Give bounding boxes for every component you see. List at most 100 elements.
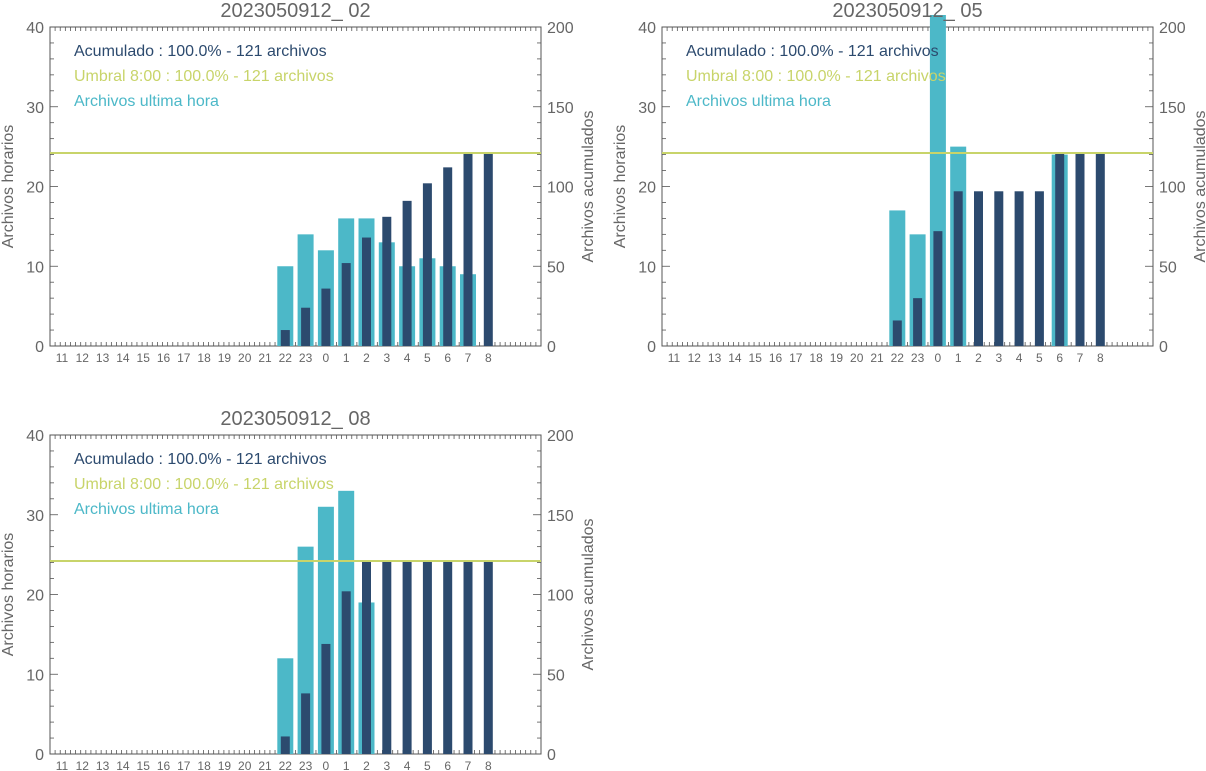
- chart-title: 2023050912_ 08: [220, 408, 370, 430]
- y-tick-label: 40: [638, 20, 656, 37]
- y-axis-label: Archivos horarios: [0, 125, 17, 249]
- x-tick-label: 7: [1077, 351, 1084, 365]
- x-tick-label: 19: [830, 351, 844, 365]
- cumulative-bar: [892, 320, 902, 346]
- y-tick-label: 20: [638, 180, 656, 197]
- x-tick-label: 3: [383, 759, 390, 771]
- y2-tick-label: 100: [547, 180, 574, 197]
- x-tick-label: 13: [708, 351, 722, 365]
- y-tick-label: 40: [26, 428, 44, 445]
- x-tick-label: 15: [749, 351, 763, 365]
- x-tick-label: 4: [1016, 351, 1023, 365]
- x-tick-label: 5: [1036, 351, 1043, 365]
- y-tick-label: 10: [26, 259, 44, 276]
- cumulative-bar: [402, 561, 412, 754]
- y2-tick-label: 100: [1159, 180, 1186, 197]
- y-tick-label: 40: [26, 20, 44, 37]
- cumulative-bar: [341, 591, 351, 754]
- y2-tick-label: 50: [547, 259, 565, 276]
- y-tick-label: 0: [35, 339, 44, 356]
- x-tick-label: 6: [1056, 351, 1063, 365]
- x-tick-label: 7: [465, 351, 472, 365]
- cumulative-bar: [463, 561, 473, 754]
- y2-tick-label: 50: [547, 667, 565, 684]
- x-tick-label: 7: [465, 759, 472, 771]
- y-tick-label: 20: [26, 180, 44, 197]
- x-tick-label: 22: [891, 351, 905, 365]
- cumulative-bar: [1014, 191, 1024, 346]
- cumulative-bar: [422, 183, 432, 346]
- y-axis-label: Archivos horarios: [612, 125, 629, 249]
- y-tick-label: 0: [35, 747, 44, 764]
- x-tick-label: 2: [363, 351, 370, 365]
- x-tick-label: 13: [96, 759, 110, 771]
- x-tick-label: 0: [935, 351, 942, 365]
- cumulative-bar: [1055, 153, 1065, 346]
- x-tick-label: 12: [76, 351, 90, 365]
- y2-tick-label: 150: [547, 100, 574, 117]
- x-tick-label: 17: [177, 351, 191, 365]
- x-tick-label: 13: [96, 351, 110, 365]
- cumulative-bar: [443, 167, 453, 346]
- x-tick-label: 19: [218, 351, 232, 365]
- y-tick-label: 30: [26, 100, 44, 117]
- x-tick-label: 6: [444, 351, 451, 365]
- cumulative-bar: [301, 693, 311, 754]
- legend-entry: Acumulado : 100.0% - 121 archivos: [74, 43, 327, 60]
- y2-tick-label: 0: [547, 339, 556, 356]
- y-tick-label: 20: [26, 588, 44, 605]
- chart-title: 2023050912_ 02: [220, 0, 370, 22]
- x-tick-label: 20: [238, 351, 252, 365]
- x-tick-label: 1: [955, 351, 962, 365]
- cumulative-bar: [321, 643, 331, 754]
- x-tick-label: 2: [975, 351, 982, 365]
- x-tick-label: 22: [279, 759, 293, 771]
- x-tick-label: 11: [56, 351, 69, 365]
- y2-axis-label: Archivos acumulados: [580, 110, 597, 262]
- x-tick-label: 6: [444, 759, 451, 771]
- y2-tick-label: 200: [1159, 20, 1186, 37]
- x-tick-label: 4: [404, 759, 411, 771]
- x-tick-label: 17: [177, 759, 191, 771]
- cumulative-bar: [362, 237, 371, 346]
- x-tick-label: 14: [116, 759, 130, 771]
- x-tick-label: 1: [343, 351, 350, 365]
- legend-entry: Umbral 8:00 : 100.0% - 121 archivos: [74, 476, 334, 493]
- hourly-bar: [277, 266, 294, 346]
- x-tick-label: 3: [995, 351, 1002, 365]
- x-tick-label: 15: [137, 351, 151, 365]
- y2-tick-label: 200: [547, 20, 574, 37]
- cumulative-bar: [301, 307, 311, 346]
- x-tick-label: 4: [404, 351, 411, 365]
- legend-entry: Archivos ultima hora: [686, 93, 831, 110]
- y2-tick-label: 0: [1159, 339, 1168, 356]
- y-tick-label: 30: [26, 508, 44, 525]
- y2-axis-label: Archivos acumulados: [580, 518, 597, 670]
- x-tick-label: 22: [279, 351, 293, 365]
- cumulative-bar: [422, 561, 432, 754]
- x-tick-label: 20: [238, 759, 252, 771]
- x-tick-label: 15: [137, 759, 151, 771]
- cumulative-bar: [280, 330, 290, 346]
- cumulative-bar: [321, 288, 331, 346]
- y2-tick-label: 150: [1159, 100, 1186, 117]
- y-tick-label: 10: [638, 259, 656, 276]
- hourly-bar: [277, 658, 294, 754]
- cumulative-bar: [913, 298, 923, 346]
- cumulative-bar: [483, 561, 493, 754]
- x-tick-label: 21: [870, 351, 884, 365]
- x-tick-label: 18: [197, 759, 211, 771]
- y2-tick-label: 200: [547, 428, 574, 445]
- x-tick-label: 16: [157, 351, 171, 365]
- cumulative-bar: [483, 153, 493, 346]
- x-tick-label: 23: [299, 759, 313, 771]
- x-tick-label: 12: [688, 351, 702, 365]
- x-tick-label: 14: [728, 351, 742, 365]
- cumulative-bar: [933, 231, 943, 346]
- cumulative-bar: [953, 191, 963, 346]
- x-tick-label: 16: [157, 759, 171, 771]
- x-tick-label: 14: [116, 351, 130, 365]
